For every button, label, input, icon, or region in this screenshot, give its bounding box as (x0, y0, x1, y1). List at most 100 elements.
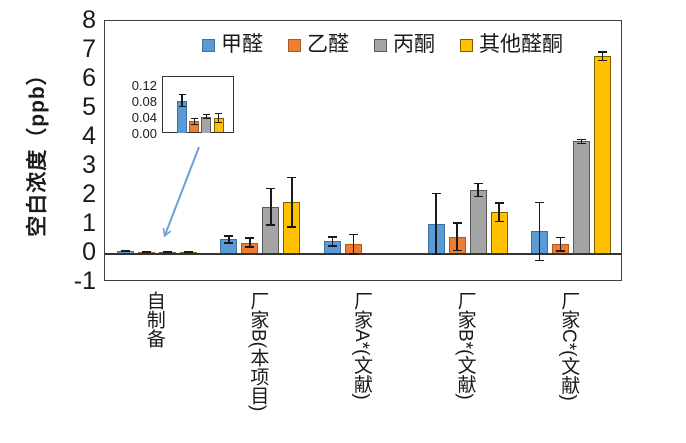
y-tick-label: 0 (82, 238, 96, 266)
error-bar (249, 238, 251, 247)
error-bar-cap (556, 250, 566, 252)
error-bar-cap (328, 236, 337, 238)
legend-swatch-yellow (460, 38, 473, 52)
error-bar (352, 234, 355, 254)
inset-error-bar-cap (190, 117, 198, 120)
bar (573, 141, 591, 253)
error-bar-cap (349, 253, 358, 255)
error-bar-cap (287, 176, 297, 179)
y-tick-label: 5 (82, 93, 96, 121)
legend-label: 乙醛 (307, 33, 349, 56)
error-bar-cap (473, 195, 483, 198)
error-bar-cap (120, 250, 130, 253)
error-bar-cap (535, 201, 545, 203)
inset-error-bar-cap (202, 113, 210, 116)
legend-item: 其他醛酮 (460, 34, 563, 56)
inset-error-bar-cap (178, 105, 186, 108)
legend-swatch-gray (374, 38, 387, 52)
error-bar-cap (349, 233, 358, 236)
error-bar-cap (266, 187, 276, 190)
legend-label: 其他醛酮 (479, 33, 563, 56)
y-tick-label: 7 (82, 35, 96, 63)
inset-tick-label: 0.00 (131, 125, 157, 141)
inset-tick-label: 0.04 (131, 109, 157, 125)
x-axis-label: 厂家A*(文献) (351, 291, 372, 400)
error-bar-cap (431, 253, 441, 256)
callout-arrow-icon (150, 146, 200, 248)
error-bar-cap (224, 235, 234, 237)
error-bar-cap (598, 59, 608, 62)
legend-item: 甲醛 (202, 34, 263, 56)
inset-error-bar-cap (215, 112, 223, 114)
error-bar (228, 235, 230, 243)
legend-swatch-blue (202, 38, 215, 52)
error-bar (291, 177, 293, 228)
error-bar-cap (162, 251, 172, 253)
error-bar-cap (245, 246, 255, 248)
error-bar-cap (245, 237, 255, 239)
y-tick-label: 6 (82, 64, 96, 92)
error-bar-cap (577, 142, 587, 145)
inset-error-bar (193, 118, 195, 125)
error-bar-cap (287, 226, 297, 228)
legend: 甲醛 乙醛 丙酮 其他醛酮 (202, 33, 563, 57)
inset-error-bar (205, 114, 207, 119)
error-bar (477, 183, 479, 197)
error-bar (435, 193, 437, 255)
zero-baseline (105, 253, 621, 255)
error-bar-cap (328, 245, 337, 247)
error-bar (580, 139, 583, 144)
error-bar (601, 52, 604, 61)
error-bar-cap (452, 249, 462, 252)
legend-label: 甲醛 (221, 33, 263, 56)
error-bar-cap (452, 222, 462, 224)
x-axis-label: 自制备 (143, 291, 165, 348)
y-axis-title: 空白浓度（ppb） (26, 63, 49, 237)
error-bar-cap (431, 192, 441, 195)
error-bar (498, 203, 500, 222)
inset-tick-label: 0.12 (131, 77, 157, 93)
error-bar-cap (266, 224, 276, 226)
error-bar-cap (556, 236, 566, 239)
y-tick-label: -1 (73, 267, 96, 295)
y-tick-label: 4 (82, 122, 96, 150)
x-axis-label: 厂家C*(文献) (558, 291, 580, 401)
legend-label: 丙酮 (393, 33, 435, 56)
bar (469, 190, 487, 253)
y-tick-label: 2 (82, 180, 96, 208)
inset-error-bar (218, 113, 220, 123)
inset-error-bar-cap (215, 122, 223, 124)
error-bar (559, 237, 562, 251)
error-bar-cap (224, 242, 234, 244)
inset-error-bar-cap (202, 117, 210, 120)
legend-item: 丙酮 (374, 34, 435, 56)
inset-error-bar-cap (178, 93, 186, 96)
error-bar-cap (120, 249, 130, 252)
x-axis-label: 厂家B(本项目) (247, 291, 269, 412)
legend-item: 乙醛 (288, 34, 349, 56)
y-tick-label: 8 (82, 6, 96, 34)
bar (594, 56, 612, 253)
inset-plot (162, 76, 234, 133)
error-bar-cap (473, 182, 483, 185)
error-bar-cap (598, 51, 608, 53)
error-bar (270, 188, 272, 225)
error-bar (538, 202, 541, 261)
inset-tick-label: 0.08 (131, 93, 157, 109)
legend-swatch-orange (288, 38, 301, 52)
plot-area (104, 20, 622, 281)
error-bar (331, 237, 334, 246)
error-bar-cap (494, 202, 504, 204)
error-bar (456, 223, 458, 251)
error-bar-cap (577, 138, 587, 141)
error-bar-cap (183, 251, 193, 254)
error-bar-cap (535, 259, 545, 261)
inset-error-bar (181, 94, 183, 107)
inset-error-bar-cap (190, 123, 198, 125)
x-axis-label: 厂家B*(文献) (454, 291, 476, 400)
error-bar-cap (141, 251, 151, 254)
y-tick-label: 1 (82, 209, 96, 237)
error-bar-cap (494, 220, 504, 223)
y-tick-label: 3 (82, 151, 96, 179)
